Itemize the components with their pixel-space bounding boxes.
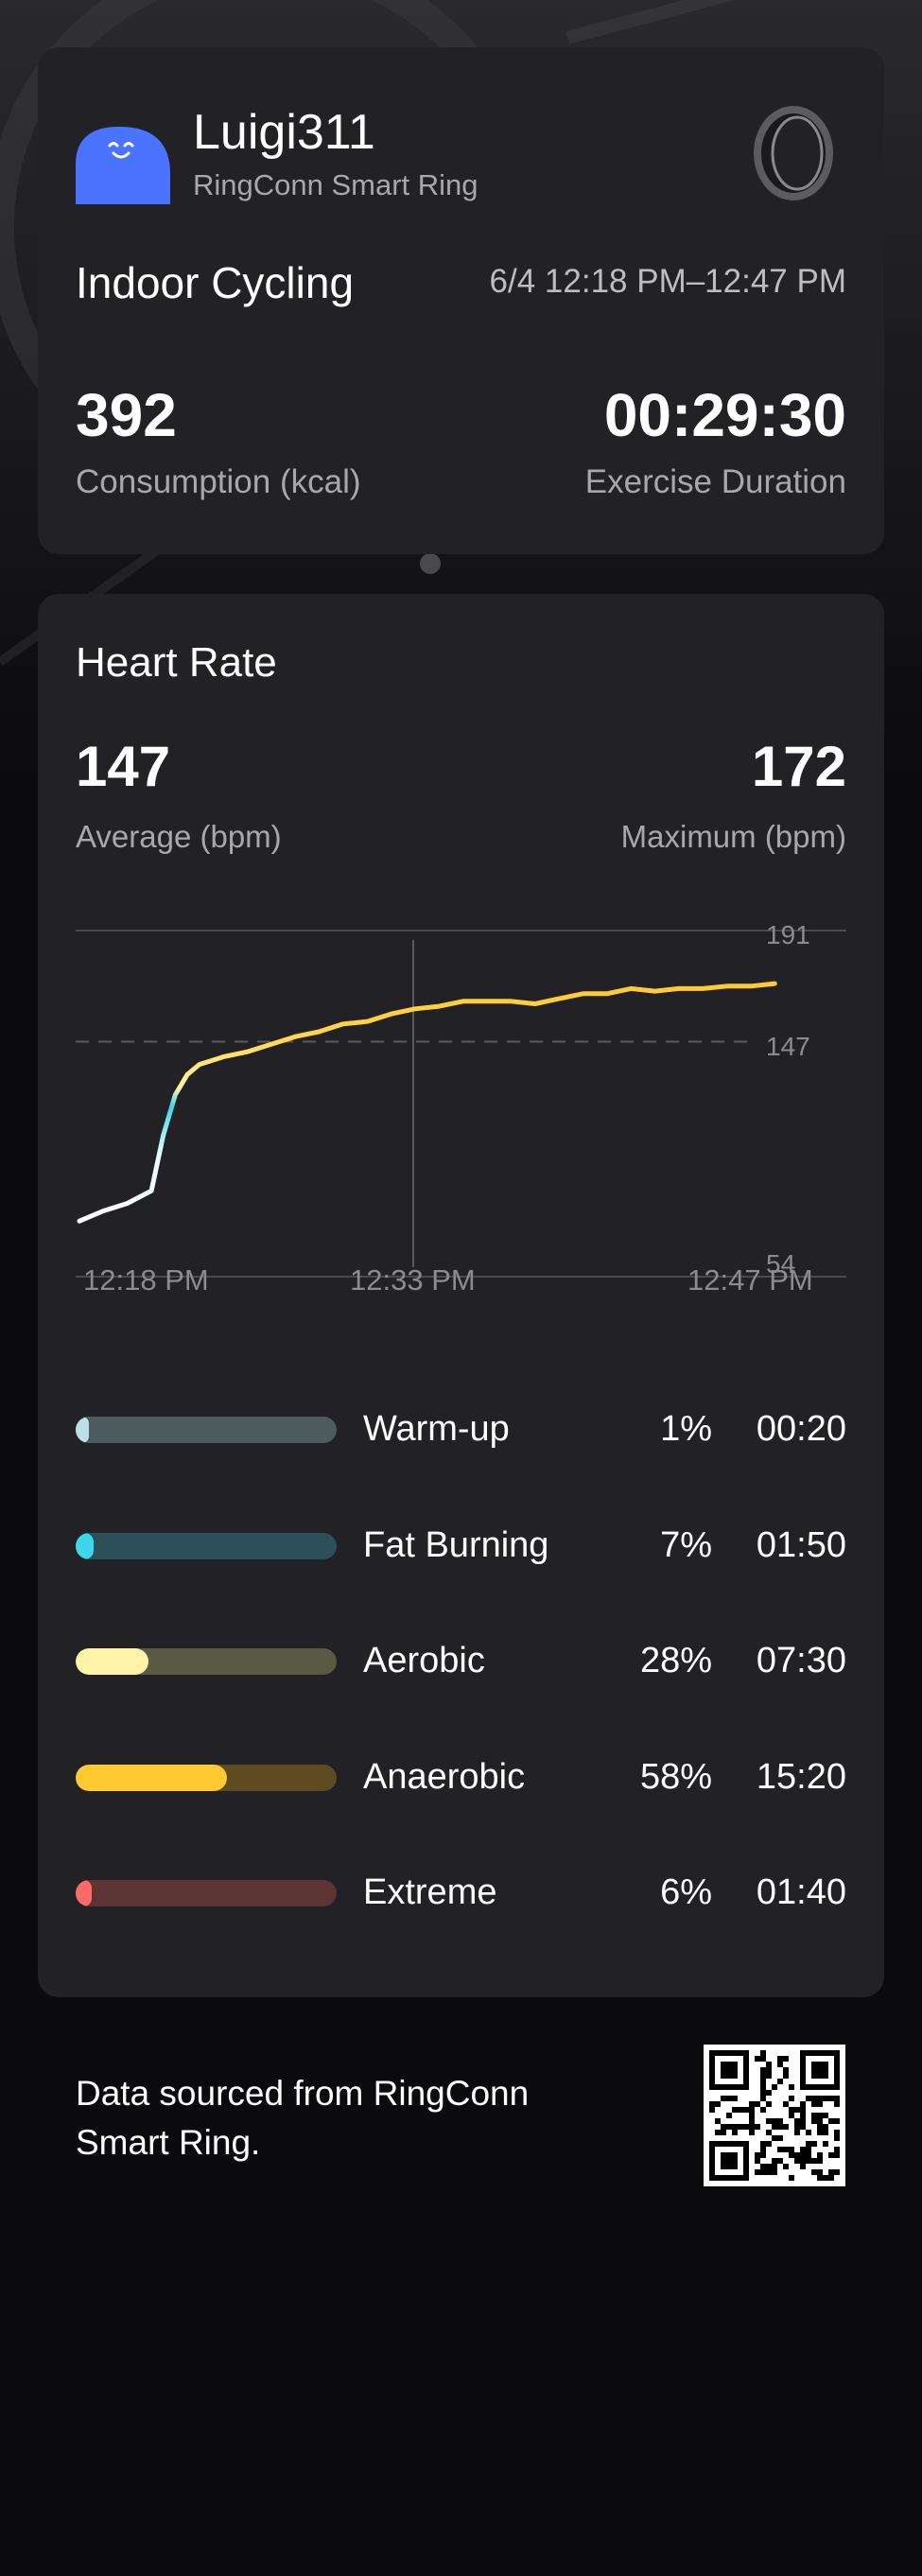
zone-duration: 01:50: [756, 1525, 846, 1565]
zone-bar-fill: [76, 1417, 89, 1443]
maximum-bpm-label: Maximum (bpm): [620, 819, 846, 854]
qr-code-icon[interactable]: [704, 2045, 845, 2186]
zone-name: Extreme: [363, 1872, 497, 1912]
heart-rate-card: Heart Rate 147 172 Average (bpm) Maximum…: [38, 594, 884, 1997]
zone-bar-track: [76, 1533, 337, 1559]
chart-x-tick-end: 12:47 PM: [687, 1263, 813, 1297]
chart-y-tick-average: 147: [766, 1032, 810, 1061]
chart-x-tick-middle: 12:33 PM: [350, 1263, 476, 1297]
average-bpm-value: 147: [76, 735, 171, 798]
zone-duration: 01:40: [756, 1872, 846, 1912]
zone-bar-track: [76, 1648, 337, 1675]
chart-y-tick-max: 191: [766, 920, 810, 949]
zone-name: Warm-up: [363, 1409, 510, 1449]
zone-name: Aerobic: [363, 1641, 485, 1680]
zone-bar-fill: [76, 1533, 95, 1559]
heart-rate-series-line: [77, 981, 777, 1224]
zone-name: Anaerobic: [363, 1757, 526, 1797]
consumption-value: 392: [76, 381, 177, 449]
zone-bar-fill: [76, 1765, 228, 1791]
zone-duration: 07:30: [756, 1641, 846, 1680]
zone-row-warm-up: Warm-up 1% 00:20: [76, 1401, 846, 1458]
duration-label: Exercise Duration: [584, 463, 846, 500]
duration-value: 00:29:30: [603, 381, 846, 449]
zone-name: Fat Burning: [363, 1525, 549, 1565]
heart-rate-title: Heart Rate: [76, 639, 277, 686]
zone-bar-fill: [76, 1880, 92, 1906]
zone-duration: 15:20: [756, 1757, 846, 1797]
heart-rate-chart: 191 147 54: [76, 920, 846, 1279]
maximum-bpm-value: 172: [751, 735, 846, 798]
zone-row-anaerobic: Anaerobic 58% 15:20: [76, 1749, 846, 1806]
zone-row-fat-burning: Fat Burning 7% 01:50: [76, 1518, 846, 1575]
zone-bar-track: [76, 1880, 337, 1906]
username: Luigi311: [193, 105, 375, 160]
avatar: [76, 127, 170, 204]
zone-percent: 1%: [660, 1409, 712, 1449]
workout-summary-card: Luigi311 RingConn Smart Ring Indoor Cycl…: [38, 47, 884, 554]
chart-y-tick-min: 54: [766, 1249, 795, 1279]
chart-x-tick-start: 12:18 PM: [83, 1263, 209, 1297]
zone-duration: 00:20: [756, 1409, 846, 1449]
average-bpm-label: Average (bpm): [76, 819, 282, 854]
zone-percent: 7%: [660, 1525, 712, 1565]
device-name: RingConn Smart Ring: [193, 168, 478, 201]
data-source-note: Data sourced from RingConn Smart Ring.: [76, 2074, 530, 2162]
ring-icon: [754, 106, 833, 200]
zone-row-extreme: Extreme 6% 01:40: [76, 1865, 846, 1922]
activity-name: Indoor Cycling: [76, 258, 355, 307]
zone-bar-track: [76, 1417, 337, 1443]
zone-bar-fill: [76, 1648, 149, 1675]
activity-time-range: 6/4 12:18 PM–12:47 PM: [489, 263, 846, 300]
zone-bar-track: [76, 1765, 337, 1791]
zone-percent: 58%: [639, 1757, 712, 1797]
zone-percent: 6%: [660, 1872, 712, 1912]
consumption-label: Consumption (kcal): [76, 463, 361, 500]
zone-row-aerobic: Aerobic 28% 07:30: [76, 1633, 846, 1690]
zone-percent: 28%: [639, 1641, 712, 1680]
